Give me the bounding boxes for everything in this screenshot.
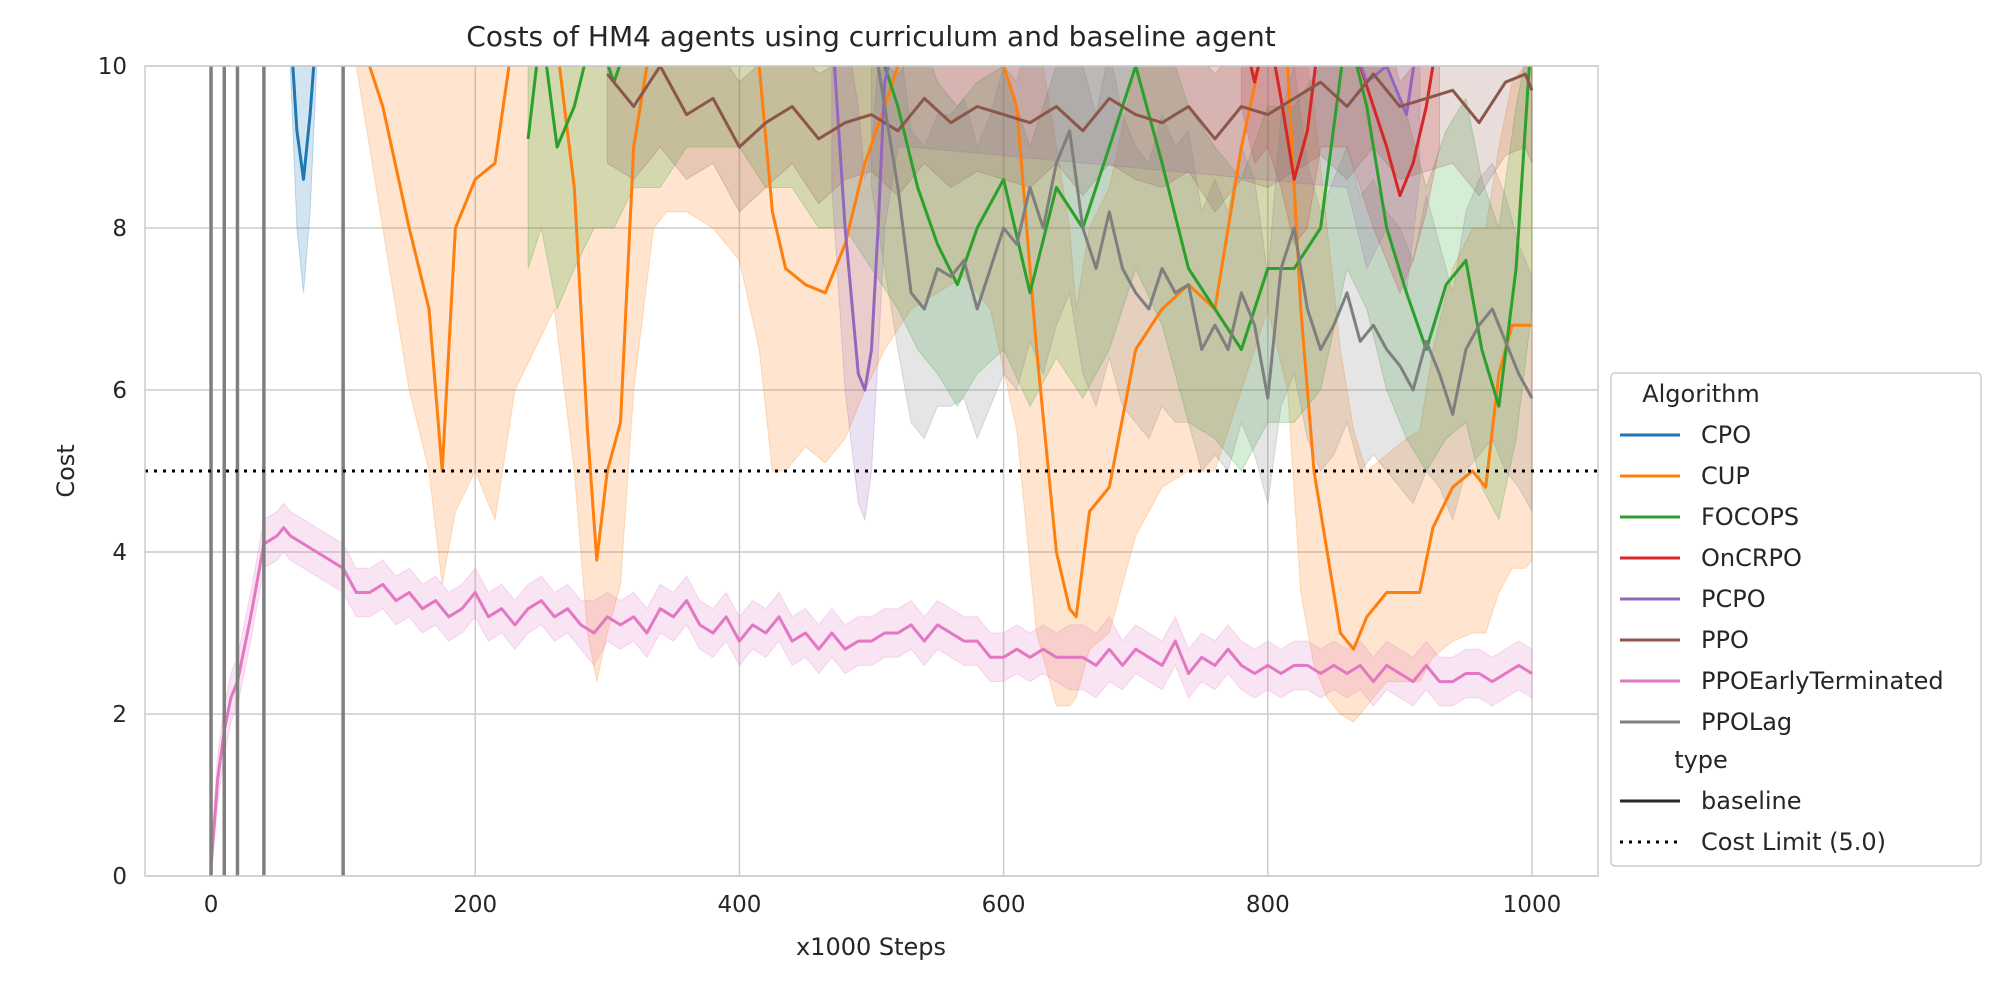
x-tick-label: 800 [1246,892,1290,918]
band-cup [355,66,1533,723]
x-tick-label: 200 [453,892,497,918]
chart-title: Costs of HM4 agents using curriculum and… [466,20,1275,53]
line-ppolag [876,66,1534,416]
legend-label-ppo: PPO [1701,626,1749,654]
legend-label-cup: CUP [1701,462,1750,490]
line-ppoearlyterminated [209,526,1533,869]
line-pcpo [833,66,1416,392]
legend-label-baseline: baseline [1701,787,1802,815]
legend-label-ppolag: PPOLag [1701,708,1792,736]
x-axis-label: x1000 Steps [796,933,946,961]
legend-label-focops: FOCOPS [1701,503,1799,531]
legend-label-cost-limit: Cost Limit (5.0) [1701,828,1886,856]
y-tick-label: 0 [112,864,127,890]
x-tick-label: 400 [717,892,761,918]
y-tick-label: 2 [112,702,127,728]
legend-type-title: type [1674,746,1728,774]
line-focops [526,66,1531,408]
series-lines [209,66,1534,869]
line-oncrpo [1249,66,1435,198]
y-tick-label: 4 [112,540,127,566]
x-axis-ticks: 0 200 400 600 800 1000 [204,892,1562,918]
legend-label-cpo: CPO [1701,421,1751,449]
legend-title: Algorithm [1642,380,1760,408]
y-tick-label: 8 [112,216,127,242]
y-tick-label: 6 [112,378,127,404]
band-pcpo [831,66,1421,522]
line-cup [367,66,1532,651]
x-tick-label: 600 [982,892,1026,918]
line-cpo [291,66,316,181]
band-ppoearlyterminated [210,502,1533,876]
x-tick-label: 1000 [1503,892,1562,918]
x-tick-label: 0 [204,892,219,918]
line-ppo [606,66,1534,149]
y-axis-ticks: 0 2 4 6 8 10 [98,54,127,890]
legend: Algorithm CPO CUP FOCOPS OnCRPO PCPO PPO PPOEa… [1610,372,1982,867]
plot-frame [144,65,1599,877]
plot-background [145,66,1598,876]
legend-label-oncrpo: OnCRPO [1701,544,1802,572]
legend-label-ppoearlyterminated: PPOEarlyTerminated [1701,667,1944,695]
legend-label-pcpo: PCPO [1701,585,1766,613]
y-tick-label: 10 [98,54,127,80]
legend-box [1610,372,1982,867]
y-axis-label: Cost [52,444,80,497]
